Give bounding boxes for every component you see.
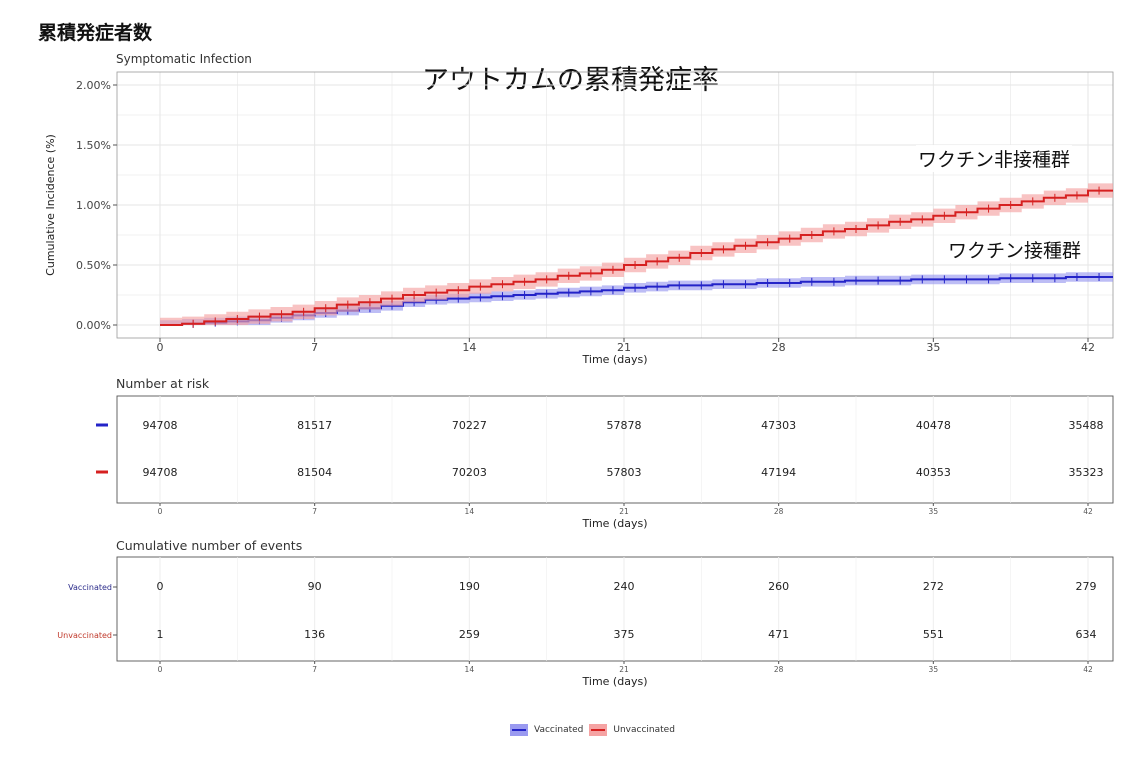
risk-table-cell: 35323 — [1069, 466, 1104, 479]
events-table-cell: 190 — [459, 580, 480, 593]
risk-table-cell: 94708 — [143, 466, 178, 479]
risk-table-x-tick-label: 21 — [619, 507, 629, 516]
events-table-x-axis-label: Time (days) — [582, 675, 648, 688]
events-table-cell: 634 — [1076, 628, 1097, 641]
events-table-x-tick-label: 21 — [619, 665, 629, 674]
legend: Vaccinated Unvaccinated — [510, 724, 675, 736]
risk-table-x-tick-label: 14 — [465, 507, 475, 516]
risk-table-cell: 47303 — [761, 419, 796, 432]
events-table-title: Cumulative number of events — [116, 538, 303, 553]
events-table-row-label: Unvaccinated — [57, 631, 112, 640]
events-table-x-tick-label: 42 — [1083, 665, 1093, 674]
events-table-cell: 1 — [157, 628, 164, 641]
ci-band-unvaccinated — [160, 183, 1113, 325]
callout-vaccinated: ワクチン接種群 — [946, 236, 1084, 263]
events-table-panel — [116, 556, 1114, 662]
risk-table-cell: 57878 — [607, 419, 642, 432]
x-tick-label: 14 — [462, 341, 476, 354]
y-tick-label: 1.50% — [76, 139, 111, 152]
legend-label-unvaccinated: Unvaccinated — [613, 725, 675, 735]
events-table-cell: 260 — [768, 580, 789, 593]
events-table-x-tick-label: 0 — [158, 665, 163, 674]
risk-table-cell: 35488 — [1069, 419, 1104, 432]
events-table-cell: 259 — [459, 628, 480, 641]
legend-key-vaccinated — [510, 724, 528, 736]
subplot-title: Symptomatic Infection — [116, 52, 252, 66]
y-tick-label: 0.00% — [76, 319, 111, 332]
y-tick-label: 0.50% — [76, 259, 111, 272]
risk-table-cell: 70203 — [452, 466, 487, 479]
risk-table-cell: 40478 — [916, 419, 951, 432]
risk-table-cell: 40353 — [916, 466, 951, 479]
events-table-row-label: Vaccinated — [68, 583, 112, 592]
x-tick-label: 35 — [926, 341, 940, 354]
events-table-x-tick-label: 14 — [465, 665, 475, 674]
legend-key-unvaccinated — [589, 724, 608, 736]
events-table-x-tick-label: 35 — [929, 665, 939, 674]
events-table-cell: 0 — [157, 580, 164, 593]
page-title: 累積発症者数 — [38, 22, 153, 44]
events-table-cell: 90 — [308, 580, 322, 593]
x-tick-label: 7 — [311, 341, 318, 354]
events-table-cell: 240 — [614, 580, 635, 593]
risk-table-cell: 94708 — [143, 419, 178, 432]
risk-table-cell: 81517 — [297, 419, 332, 432]
callout-unvaccinated: ワクチン非接種群 — [916, 145, 1073, 172]
risk-table-x-tick-label: 35 — [929, 507, 939, 516]
x-tick-label: 28 — [772, 341, 786, 354]
events-table-cell: 375 — [614, 628, 635, 641]
events-table-cell: 551 — [923, 628, 944, 641]
events-table-cell: 279 — [1076, 580, 1097, 593]
risk-table-cell: 47194 — [761, 466, 796, 479]
x-tick-label: 21 — [617, 341, 631, 354]
y-axis-label: Cumulative Incidence (%) — [44, 134, 57, 276]
risk-table-cell: 81504 — [297, 466, 332, 479]
x-tick-label: 0 — [157, 341, 164, 354]
risk-table-x-tick-label: 42 — [1083, 507, 1093, 516]
chart-title: アウトカムの累積発症率 — [422, 65, 719, 96]
events-table-x-tick-label: 7 — [312, 665, 317, 674]
events-table-cell: 272 — [923, 580, 944, 593]
events-table-cell: 136 — [304, 628, 325, 641]
x-axis-label: Time (days) — [582, 353, 648, 366]
risk-table-x-tick-label: 0 — [158, 507, 163, 516]
events-table-x-tick-label: 28 — [774, 665, 784, 674]
risk-table-title: Number at risk — [116, 376, 210, 391]
legend-label-vaccinated: Vaccinated — [534, 725, 584, 735]
risk-table-x-axis-label: Time (days) — [582, 517, 648, 530]
x-tick-label: 42 — [1081, 341, 1095, 354]
risk-table-x-tick-label: 28 — [774, 507, 784, 516]
y-tick-label: 1.00% — [76, 199, 111, 212]
y-tick-label: 2.00% — [76, 79, 111, 92]
risk-table-panel — [116, 395, 1114, 504]
risk-table-x-tick-label: 7 — [312, 507, 317, 516]
events-table-cell: 471 — [768, 628, 789, 641]
risk-table-cell: 57803 — [607, 466, 642, 479]
risk-table-cell: 70227 — [452, 419, 487, 432]
